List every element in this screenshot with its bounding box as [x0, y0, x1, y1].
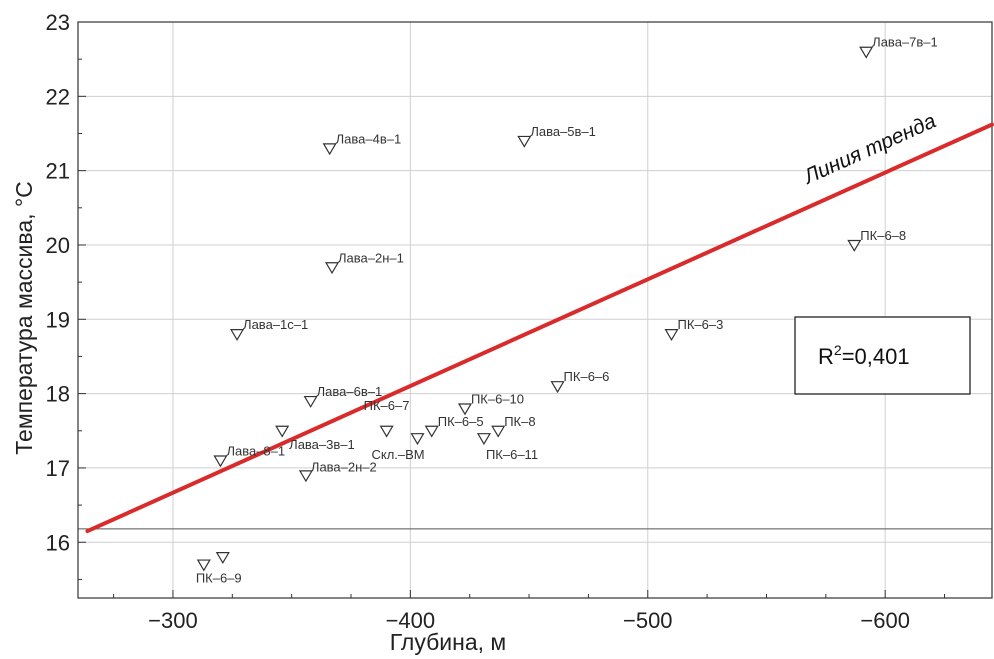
- data-point-label: Лава–5в–1: [530, 124, 596, 139]
- x-axis-title: Глубина, м: [390, 629, 506, 655]
- data-point-marker: [298, 470, 313, 483]
- y-tick-label: 16: [46, 530, 70, 555]
- data-point-marker: [664, 329, 679, 342]
- data-point-marker: [410, 433, 425, 446]
- data-point-marker: [859, 46, 874, 59]
- axis-ticks: −300 −400 −500 −600 16 17 18 19 20 21 22 23: [46, 10, 946, 633]
- data-point-label: ПК–6–7: [364, 398, 410, 413]
- y-axis-title: Температура массива, °C: [11, 181, 37, 454]
- data-point-label: ПК–6–6: [564, 369, 610, 384]
- y-tick-label: 23: [46, 10, 70, 35]
- data-point-marker: [322, 143, 337, 156]
- point-labels: Лава–7в–1 Лава–5в–1 Лава–4в–1 ПК–6–8 Лава–2н…: [196, 35, 938, 586]
- x-tick-label: −300: [148, 608, 198, 633]
- data-point-label: ПК–6–9: [196, 571, 242, 586]
- plot-frame: [77, 21, 993, 599]
- r-squared-text: R2=0,401: [818, 342, 910, 369]
- x-tick-label: −400: [386, 608, 436, 633]
- data-point-marker: [230, 329, 245, 342]
- y-tick-label: 18: [46, 382, 70, 407]
- data-point-marker: [324, 262, 340, 275]
- data-point-label: Лава–6в–1: [317, 384, 383, 399]
- data-point-marker: [476, 433, 492, 446]
- x-tick-label: −600: [860, 608, 910, 633]
- y-tick-label: 17: [46, 456, 70, 481]
- data-point-marker: [215, 552, 230, 565]
- data-point-marker: [275, 425, 290, 438]
- data-point-label: Лава–2н–2: [311, 459, 377, 474]
- data-points: [196, 46, 874, 572]
- data-point-marker: [213, 455, 228, 468]
- data-point-label: ПК–6–3: [678, 317, 724, 332]
- r-squared-box: R2=0,401: [794, 316, 971, 395]
- data-point-label: Лава–8–1: [226, 444, 285, 459]
- data-point-marker: [303, 395, 318, 408]
- data-point-marker: [424, 425, 439, 438]
- y-tick-label: 19: [46, 307, 70, 332]
- r-squared-frame: [794, 316, 971, 395]
- y-tick-label: 20: [46, 233, 70, 258]
- x-tick-label: −500: [623, 608, 673, 633]
- data-point-marker: [457, 403, 473, 416]
- data-point-label: Лава–1с–1: [243, 317, 308, 332]
- data-point-marker: [517, 135, 532, 148]
- y-tick-label: 22: [46, 84, 70, 109]
- data-point-label: ПК–6–10: [471, 391, 524, 406]
- grid-lines: [78, 21, 992, 598]
- data-point-label: Лава–3в–1: [289, 437, 355, 452]
- y-tick-label: 21: [46, 159, 70, 184]
- data-point-marker: [196, 559, 211, 572]
- data-point-marker: [491, 425, 506, 438]
- data-point-label: Лава–4в–1: [336, 131, 402, 146]
- data-point-marker: [847, 239, 862, 252]
- data-point-label: Скл.–ВМ: [371, 447, 424, 462]
- trend-line: [85, 122, 994, 534]
- data-point-label: ПК–6–8: [860, 228, 906, 243]
- data-point-label: Лава–7в–1: [872, 35, 938, 50]
- data-point-marker: [379, 425, 394, 438]
- data-point-label: ПК–6–5: [438, 414, 484, 429]
- data-point-label: ПК–6–11: [486, 447, 538, 462]
- data-point-label: ПК–8: [504, 414, 535, 429]
- data-point-label: Лава–2н–1: [338, 250, 404, 265]
- data-point-marker: [550, 381, 565, 394]
